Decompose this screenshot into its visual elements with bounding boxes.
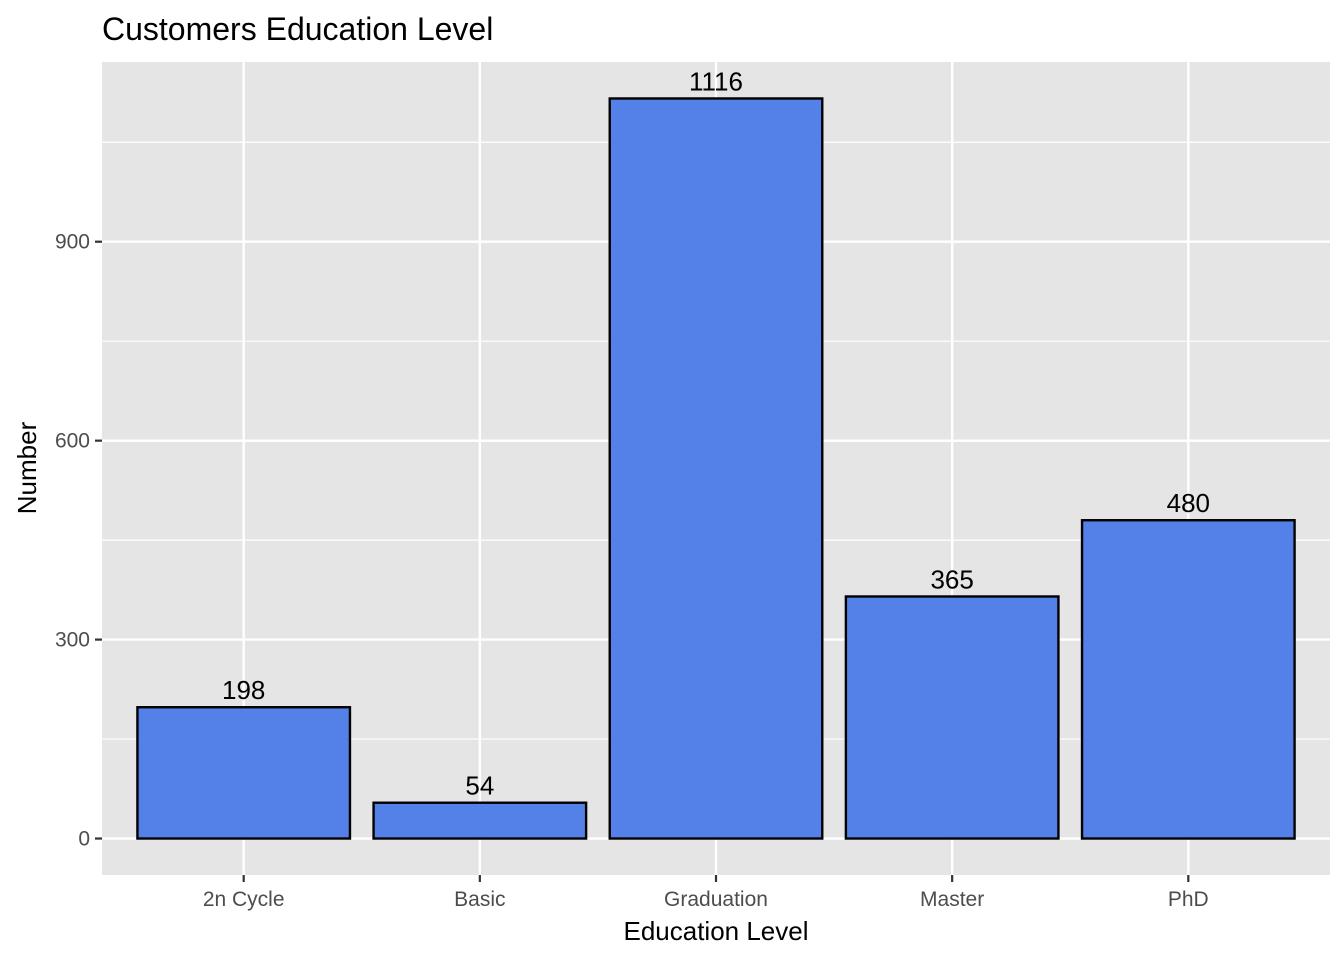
data-label: 480 — [1167, 488, 1210, 518]
x-axis-title: Education Level — [623, 916, 808, 946]
bar-graduation — [608, 97, 824, 840]
data-label: 1116 — [689, 66, 743, 96]
data-label: 54 — [465, 771, 494, 801]
x-axis: 2n Cycle Basic Graduation Master PhD — [203, 875, 1209, 911]
y-axis: 0 300 600 900 — [55, 231, 102, 851]
chart-title: Customers Education Level — [102, 11, 493, 47]
y-tick-label: 900 — [55, 231, 90, 254]
x-tick-label: Master — [920, 888, 984, 911]
x-tick-label: 2n Cycle — [203, 888, 285, 911]
y-tick-label: 0 — [78, 828, 90, 851]
bar-master — [844, 595, 1060, 840]
data-label: 365 — [930, 564, 973, 594]
x-tick-label: Basic — [454, 888, 505, 911]
x-tick-label: Graduation — [664, 888, 768, 911]
y-tick-label: 300 — [55, 629, 90, 652]
bar-2n-cycle — [136, 706, 352, 840]
data-label: 198 — [222, 675, 265, 705]
y-tick-label: 600 — [55, 430, 90, 453]
y-axis-title: Number — [12, 421, 42, 514]
data-labels: 198 54 1116 365 480 — [222, 66, 1210, 800]
x-tick-label: PhD — [1168, 888, 1209, 911]
bar-basic — [372, 801, 588, 840]
bar-phd — [1080, 519, 1296, 840]
bars — [136, 97, 1296, 840]
